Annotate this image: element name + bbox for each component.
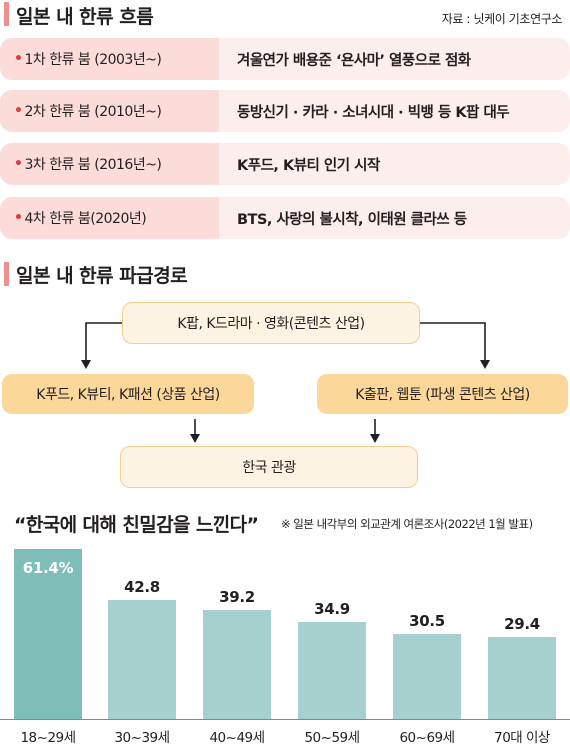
bar-60~69세 [393, 634, 461, 719]
category-label: 50~59세 [304, 730, 360, 746]
chart-title: “한국에 대해 친밀감을 느낀다” [14, 514, 259, 536]
category-label: 70대 이상 [494, 730, 550, 746]
wave-label: 2차 한류 붐 (2010년~) [24, 104, 162, 120]
wave-description: 동방신기 · 카라 · 소녀시대 · 빅뱅 등 K팝 대두 [219, 90, 570, 132]
bar-18~29세 [14, 548, 82, 719]
bullet-icon: • [14, 103, 23, 119]
bar-value-label: 29.4 [504, 615, 540, 634]
category-label: 18~29세 [20, 730, 76, 746]
arrow-down-icon [370, 434, 380, 443]
derived-content-box: K출판, 웹툰 (파생 콘텐츠 산업) [317, 374, 568, 414]
wave-row-4: • 4차 한류 붐(2020년) BTS, 사랑의 불시착, 이태원 클라쓰 등 [0, 197, 570, 239]
chart-note: ※ 일본 내각부의 외교관계 여론조사(2022년 1월 발표) [281, 517, 533, 531]
section-title-spread-path: 일본 내 한류 파급경로 [16, 265, 188, 287]
bar-70대 이상 [488, 637, 556, 719]
wave-description: BTS, 사랑의 불시착, 이태원 클라쓰 등 [219, 197, 570, 239]
bullet-icon: • [14, 210, 23, 226]
source-note: 자료 : 닛케이 기초연구소 [441, 12, 563, 26]
bullet-icon: • [14, 156, 23, 172]
wave-row-1: • 1차 한류 붐 (2003년~) 겨울연가 배용준 ‘욘사마’ 열풍으로 점화 [0, 38, 570, 80]
bar-value-label: 61.4% [22, 558, 74, 577]
arrow-down-icon [81, 360, 91, 369]
bar-30~39세 [108, 600, 176, 719]
wave-row-2: • 2차 한류 붐 (2010년~) 동방신기 · 카라 · 소녀시대 · 빅뱅 … [0, 90, 570, 132]
arrow-down-icon [480, 360, 490, 369]
category-label: 60~69세 [399, 730, 455, 746]
bar-value-label: 30.5 [409, 612, 445, 631]
category-label: 40~49세 [209, 730, 265, 746]
chart-baseline [0, 719, 570, 720]
goods-industry-box: K푸드, K뷰티, K패션 (상품 산업) [2, 374, 254, 414]
wave-description: 겨울연가 배용준 ‘욘사마’ 열풍으로 점화 [219, 38, 570, 80]
section-accent-bar [4, 262, 9, 286]
section-accent-bar [4, 2, 9, 26]
bar-value-label: 34.9 [314, 600, 350, 619]
wave-label: 1차 한류 붐 (2003년~) [24, 52, 162, 68]
category-label: 30~39세 [114, 730, 170, 746]
section-title-korean-wave-history: 일본 내 한류 흐름 [16, 6, 154, 28]
wave-label: 3차 한류 붐 (2016년~) [24, 157, 162, 173]
bar-value-label: 39.2 [219, 588, 255, 607]
bar-50~59세 [298, 622, 366, 719]
tourism-box: 한국 관광 [120, 446, 418, 488]
bullet-icon: • [14, 51, 23, 67]
wave-description: K푸드, K뷰티 인기 시작 [219, 143, 570, 185]
bar-40~49세 [203, 610, 271, 719]
wave-row-3: • 3차 한류 붐 (2016년~) K푸드, K뷰티 인기 시작 [0, 143, 570, 185]
wave-label: 4차 한류 붐(2020년) [24, 211, 147, 227]
arrow-down-icon [190, 434, 200, 443]
content-industry-box: K팝, K드라마 · 영화(콘텐츠 산업) [122, 302, 420, 344]
bar-value-label: 42.8 [124, 578, 160, 597]
